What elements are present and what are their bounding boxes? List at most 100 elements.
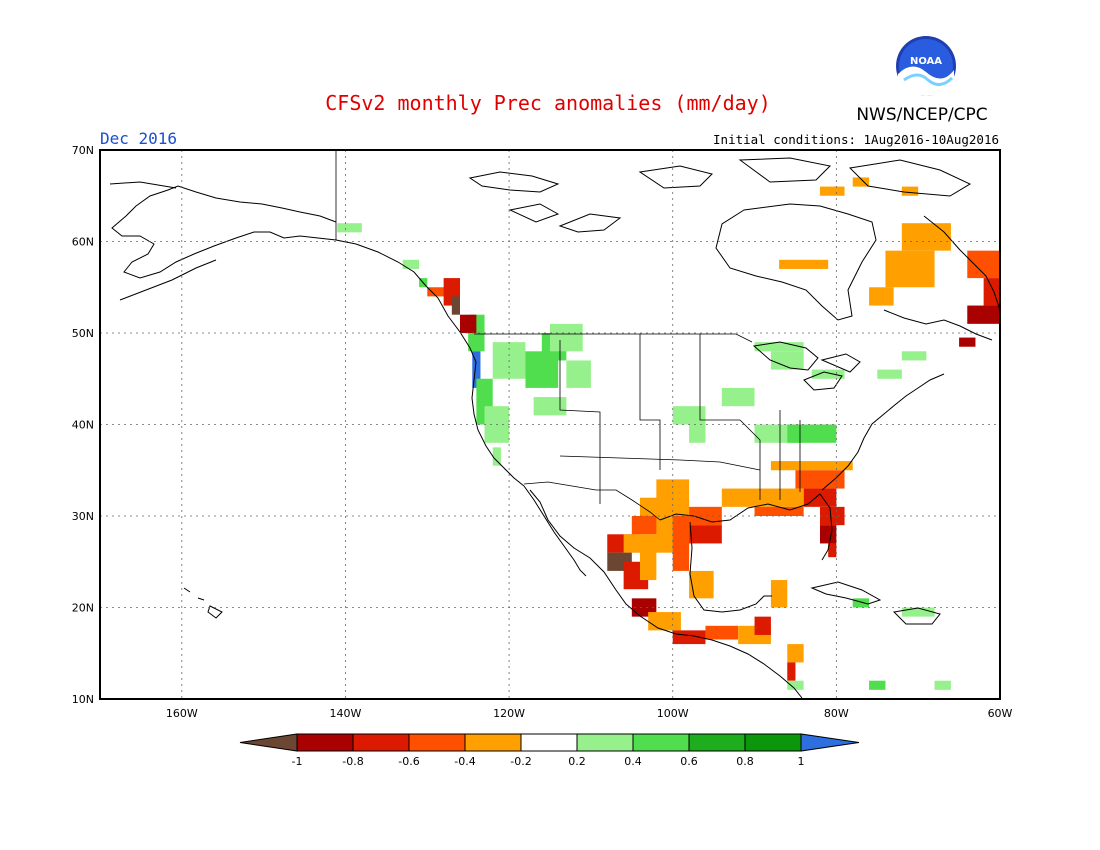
anomaly-cell	[770, 351, 804, 370]
anomaly-cell	[754, 506, 804, 516]
anomaly-cell	[427, 287, 452, 297]
anomaly-cell	[869, 287, 894, 306]
map-frame	[99, 149, 1001, 700]
anomaly-cell	[770, 580, 788, 608]
agency-label: NWS/NCEP/CPC	[856, 105, 987, 125]
anomaly-cell	[550, 323, 583, 352]
lon-tick-label: 140W	[330, 707, 362, 720]
anomaly-cell	[721, 387, 755, 407]
anomaly-cell	[631, 598, 657, 617]
anomaly-cell	[877, 369, 902, 379]
anomaly-cell	[472, 351, 481, 388]
graticule	[100, 150, 1000, 699]
colorbar-segment	[688, 733, 746, 752]
anomaly-cell	[672, 630, 706, 645]
colorbar-tick-label: -0.8	[342, 755, 363, 768]
anomaly-cell	[721, 488, 804, 507]
anomaly-cell	[492, 447, 501, 466]
latitude-labels: 70N 60N 50N 40N 30N 20N 10N	[72, 144, 94, 706]
anomaly-cell	[795, 470, 845, 489]
colorbar-tick-label: -0.4	[454, 755, 475, 768]
anomaly-cell	[672, 516, 690, 571]
anomaly-cell	[672, 406, 706, 425]
anomaly-cell	[451, 296, 460, 315]
anomaly-cell	[828, 543, 837, 558]
anomaly-cell	[460, 314, 477, 333]
anomaly-cell	[901, 223, 951, 251]
lat-tick-label: 50N	[72, 327, 94, 340]
anomaly-cell	[779, 259, 829, 269]
initial-conditions-label: Initial conditions: 1Aug2016-10Aug2016	[713, 132, 999, 147]
anomaly-cell	[852, 598, 870, 608]
colorbar-tick-label: 0.4	[624, 755, 642, 768]
anomaly-cell	[901, 607, 935, 617]
anomaly-cell	[640, 543, 657, 581]
anomaly-cell	[689, 525, 722, 544]
anomaly-cell	[533, 397, 567, 416]
lon-tick-label: 60W	[988, 707, 1013, 720]
anomaly-cell	[705, 625, 739, 640]
colorbar-segment	[576, 733, 634, 752]
colorbar-low-arrow	[239, 733, 298, 752]
lon-tick-label: 100W	[657, 707, 689, 720]
anomaly-cell	[885, 250, 935, 288]
colorbar-tick-label: 0.2	[568, 755, 586, 768]
lat-tick-label: 20N	[72, 602, 94, 615]
anomaly-cell	[959, 337, 976, 347]
anomaly-cell	[901, 351, 927, 361]
longitude-labels: 160W 140W 120W 100W 80W 60W	[166, 707, 1013, 720]
lon-tick-label: 80W	[824, 707, 849, 720]
anomaly-cell	[967, 305, 1000, 324]
anomaly-cell	[869, 680, 886, 690]
anomaly-cell	[787, 680, 804, 690]
anomaly-cell	[770, 461, 853, 471]
colorbar-segment	[296, 733, 354, 752]
anomaly-cell	[811, 369, 845, 379]
colorbar-segment	[632, 733, 690, 752]
political-boundaries	[335, 150, 801, 521]
lat-tick-label: 60N	[72, 236, 94, 249]
colorbar-tick-label: -0.2	[510, 755, 531, 768]
chart-title: CFSv2 monthly Prec anomalies (mm/day)	[325, 91, 771, 115]
anomaly-cell	[787, 644, 804, 663]
anomaly-cell	[787, 424, 837, 443]
lat-tick-label: 70N	[72, 144, 94, 157]
colorbar: -1 -0.8 -0.6 -0.4 -0.2 0.2 0.4 0.6 0.8 1	[239, 733, 860, 768]
anomaly-cell	[689, 424, 706, 443]
colorbar-tick-label: 0.6	[680, 755, 698, 768]
colorbar-segment	[520, 733, 578, 752]
anomaly-cell	[852, 177, 870, 187]
colorbar-segment	[408, 733, 466, 752]
anomaly-cells	[337, 177, 1000, 690]
colorbar-high-arrow	[800, 733, 860, 752]
anomaly-cell	[648, 612, 681, 631]
colorbar-tick-label: 0.8	[736, 755, 754, 768]
anomaly-cell	[754, 342, 804, 352]
month-label: Dec 2016	[100, 129, 177, 148]
anomaly-cell	[820, 186, 845, 196]
lat-tick-label: 10N	[72, 693, 94, 706]
anomaly-cell	[803, 488, 837, 507]
lat-tick-label: 30N	[72, 510, 94, 523]
noaa-logo: NOAA	[896, 36, 956, 96]
anomaly-cell	[689, 570, 714, 599]
anomaly-cell	[901, 186, 919, 196]
colorbar-tick-label: 1	[798, 755, 805, 768]
anomaly-cell	[337, 223, 362, 233]
anomaly-cell	[934, 680, 951, 690]
anomaly-cell	[787, 662, 796, 681]
noaa-logo-text: NOAA	[910, 56, 942, 67]
colorbar-segment	[464, 733, 522, 752]
anomaly-cell	[402, 259, 420, 269]
anomaly-cell	[754, 616, 771, 635]
colorbar-tick-label: -0.6	[398, 755, 419, 768]
colorbar-segment	[744, 733, 802, 752]
colorbar-segment	[352, 733, 410, 752]
anomaly-cell	[566, 360, 591, 388]
colorbar-tick-label: -1	[292, 755, 303, 768]
lon-tick-label: 160W	[166, 707, 198, 720]
coastlines	[109, 157, 1001, 699]
lat-tick-label: 40N	[72, 419, 94, 432]
anomaly-cell	[820, 525, 837, 544]
